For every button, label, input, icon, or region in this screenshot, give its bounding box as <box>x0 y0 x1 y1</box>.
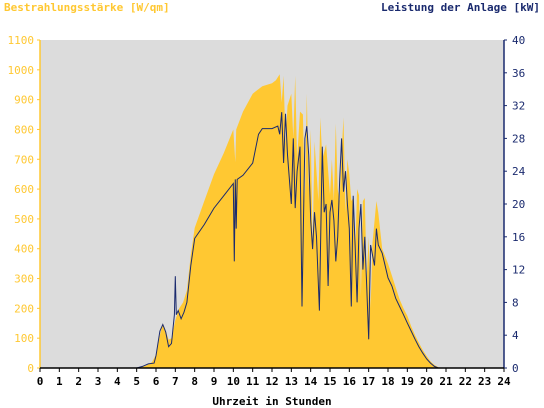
right-y-tick-label: 40 <box>512 34 525 47</box>
left-y-tick-label: 400 <box>14 243 34 256</box>
x-tick-label: 10 <box>227 375 240 388</box>
x-tick-label: 22 <box>459 375 472 388</box>
x-tick-label: 15 <box>323 375 336 388</box>
left-y-tick-label: 200 <box>14 302 34 315</box>
x-tick-label: 13 <box>285 375 298 388</box>
left-y-tick-label: 600 <box>14 183 34 196</box>
left-y-tick-label: 100 <box>14 332 34 345</box>
right-y-tick-label: 36 <box>512 67 525 80</box>
right-y-tick-label: 12 <box>512 264 525 277</box>
right-y-tick-label: 32 <box>512 100 525 113</box>
x-tick-label: 20 <box>420 375 433 388</box>
ticks-layer: 0100200300400500600700800900100011000481… <box>8 34 526 388</box>
x-tick-label: 21 <box>439 375 453 388</box>
x-tick-label: 4 <box>114 375 121 388</box>
left-y-tick-label: 1000 <box>8 64 35 77</box>
x-tick-label: 11 <box>246 375 260 388</box>
power-line <box>40 112 504 369</box>
x-tick-label: 3 <box>95 375 102 388</box>
x-tick-label: 5 <box>133 375 140 388</box>
x-tick-label: 2 <box>75 375 82 388</box>
left-axis-title: Bestrahlungsstärke [W/qm] <box>4 1 170 14</box>
right-y-tick-label: 4 <box>512 329 519 342</box>
x-tick-label: 9 <box>211 375 218 388</box>
left-y-tick-label: 700 <box>14 153 34 166</box>
left-y-tick-label: 0 <box>27 362 34 375</box>
left-y-tick-label: 300 <box>14 273 34 286</box>
x-tick-label: 16 <box>343 375 357 388</box>
x-tick-label: 24 <box>497 375 511 388</box>
x-tick-label: 1 <box>56 375 63 388</box>
x-tick-label: 23 <box>478 375 491 388</box>
x-tick-label: 8 <box>191 375 198 388</box>
x-axis-title: Uhrzeit in Stunden <box>212 395 331 408</box>
right-y-tick-label: 8 <box>512 296 519 309</box>
right-y-tick-label: 0 <box>512 362 519 375</box>
x-tick-label: 6 <box>153 375 160 388</box>
left-y-tick-label: 1100 <box>8 34 35 47</box>
right-y-tick-label: 20 <box>512 198 525 211</box>
x-tick-label: 7 <box>172 375 179 388</box>
x-tick-label: 17 <box>362 375 375 388</box>
x-tick-label: 12 <box>265 375 278 388</box>
x-tick-label: 19 <box>401 375 414 388</box>
left-y-tick-label: 900 <box>14 94 34 107</box>
right-y-tick-label: 16 <box>512 231 525 244</box>
x-tick-label: 14 <box>304 375 318 388</box>
left-y-tick-label: 800 <box>14 123 34 136</box>
series-layer <box>40 74 504 369</box>
x-tick-label: 0 <box>37 375 44 388</box>
right-y-tick-label: 28 <box>512 132 525 145</box>
x-tick-label: 18 <box>381 375 394 388</box>
left-y-tick-label: 500 <box>14 213 34 226</box>
right-y-tick-label: 24 <box>512 165 526 178</box>
irradiance-area <box>40 74 504 369</box>
right-axis-title: Leistung der Anlage [kW] <box>381 1 540 14</box>
